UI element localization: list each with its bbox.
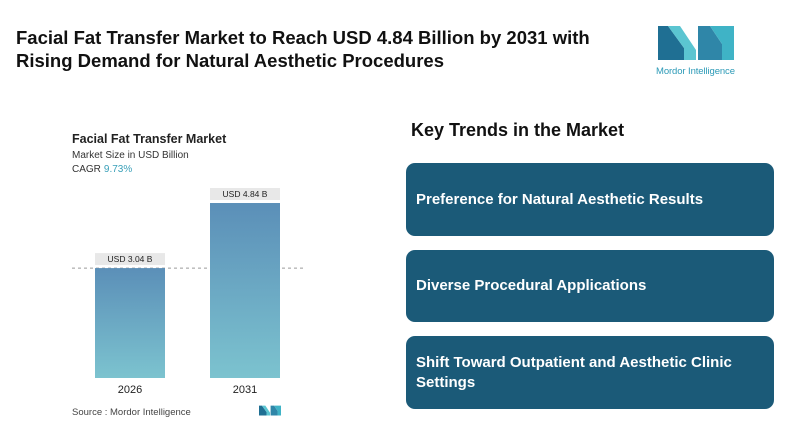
bar-2026 [95,268,165,378]
trend-card-3: Shift Toward Outpatient and Aesthetic Cl… [406,336,774,409]
trend-card-2: Diverse Procedural Applications [406,250,774,322]
data-label-bg-2031 [210,188,280,201]
mordor-logo-text: Mordor Intelligence [656,66,735,77]
x-tick-2026: 2026 [118,384,142,396]
x-tick-2031: 2031 [233,384,257,396]
chart-source: Source : Mordor Intelligence [72,407,191,418]
mordor-logo-icon [658,26,734,60]
chart-subtitle: Market Size in USD Billion [72,150,189,161]
mini-mordor-logo-icon [259,405,281,416]
trend-text-1: Preference for Natural Aesthetic Results [416,190,704,208]
cagr-text: CAGR 9.73% [72,164,132,175]
mordor-logo: Mordor Intelligence [656,22,746,78]
data-label-2026: USD 3.04 B [108,254,153,264]
trend-card-1: Preference for Natural Aesthetic Results [406,163,774,236]
trend-text-2: Diverse Procedural Applications [416,277,647,294]
chart-title: Facial Fat Transfer Market [72,132,227,146]
cagr-label: CAGR [72,164,101,175]
trend-text-3: Shift Toward Outpatient and Aesthetic Cl… [416,353,732,391]
page-headline: Facial Fat Transfer Market to Reach USD … [16,27,590,71]
cagr-value: 9.73% [103,164,133,175]
bar-chart: USD 3.04 B 2026 USD 4.84 B 2031 [72,188,306,396]
key-trends-title: Key Trends in the Market [411,120,625,140]
data-label-2031: USD 4.84 B [223,189,268,199]
bar-2031 [210,203,280,378]
data-label-bg-2026 [95,253,165,266]
